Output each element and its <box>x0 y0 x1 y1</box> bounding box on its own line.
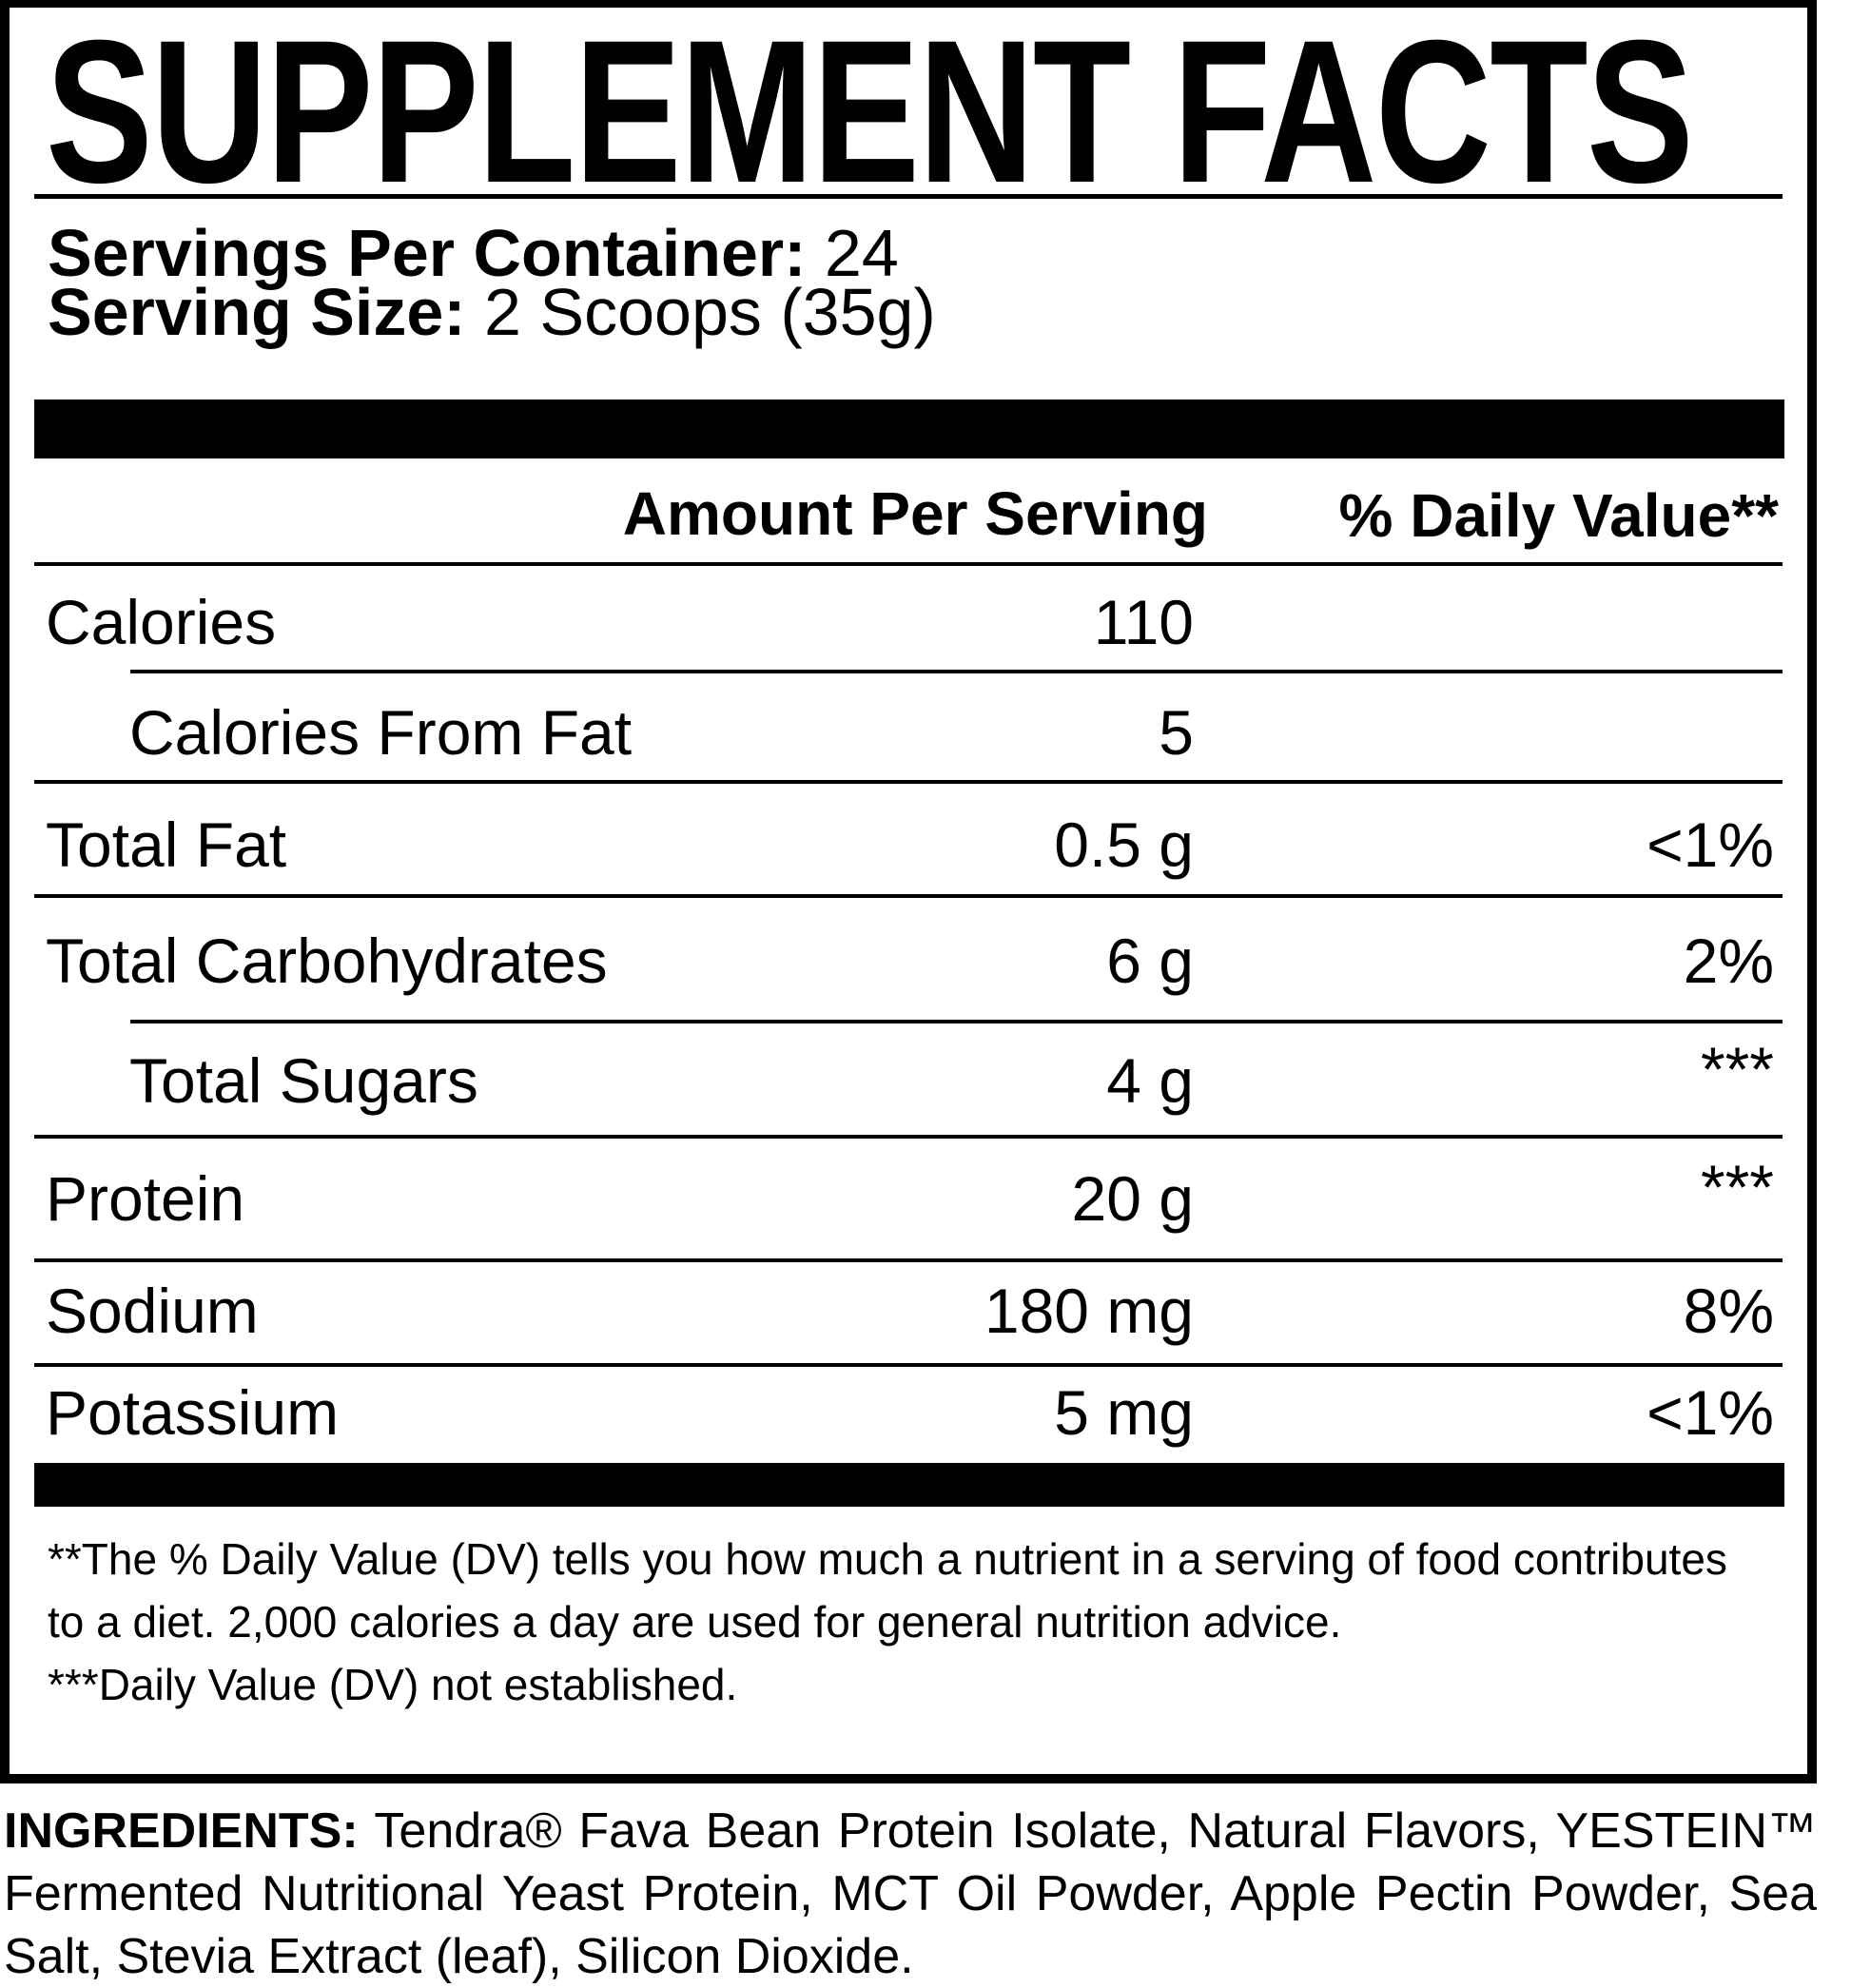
nutrient-row-calories-from-fat: Calories From Fat 5 <box>10 694 1807 770</box>
nutrient-amount: 180 mg <box>984 1276 1194 1346</box>
panel-title: SUPPLEMENT FACTS <box>46 0 1694 225</box>
nutrient-name: Total Sugars <box>129 1045 478 1116</box>
divider <box>34 894 1783 898</box>
nutrient-name: Potassium <box>46 1377 340 1448</box>
nutrient-name: Calories From Fat <box>129 697 633 768</box>
divider <box>34 1135 1783 1139</box>
nutrient-name: Sodium <box>46 1276 259 1346</box>
nutrient-amount: 5 <box>1159 697 1194 768</box>
nutrient-dv: <1% <box>1646 1377 1774 1448</box>
supplement-facts-panel: SUPPLEMENT FACTS Servings Per Container:… <box>0 0 1817 1783</box>
amount-header: Amount Per Serving <box>622 479 1208 548</box>
footnotes: **The % Daily Value (DV) tells you how m… <box>48 1528 1760 1716</box>
divider <box>130 1020 1783 1023</box>
ingredients: INGREDIENTS: Tendra® Fava Bean Protein I… <box>4 1800 1817 1988</box>
nutrient-row-sodium: Sodium 180 mg 8% <box>10 1273 1807 1349</box>
nutrient-dv: 2% <box>1683 926 1774 996</box>
thick-divider <box>34 1463 1784 1507</box>
nutrient-name: Calories <box>46 587 277 657</box>
nutrient-row-potassium: Potassium 5 mg <1% <box>10 1374 1807 1451</box>
divider <box>130 670 1783 673</box>
ingredients-text: Tendra® Fava Bean Protein Isolate, Natur… <box>4 1803 1817 1984</box>
serving-size-label: Serving Size: <box>48 275 466 349</box>
servings-value: 24 <box>824 216 899 290</box>
nutrient-name: Protein <box>46 1163 245 1234</box>
nutrient-row-total-carbohydrates: Total Carbohydrates 6 g 2% <box>10 923 1807 999</box>
divider <box>34 780 1783 784</box>
thick-divider <box>34 400 1784 458</box>
nutrient-amount: 4 g <box>1106 1045 1194 1116</box>
serving-size-value: 2 Scoops (35g) <box>484 275 936 349</box>
serving-size: Serving Size: 2 Scoops (35g) <box>48 274 936 350</box>
divider <box>34 1363 1783 1367</box>
footnote-daily-value: **The % Daily Value (DV) tells you how m… <box>48 1534 1727 1647</box>
divider <box>34 1258 1783 1262</box>
ingredients-label: INGREDIENTS: <box>4 1803 359 1859</box>
nutrient-row-total-sugars: Total Sugars 4 g *** <box>10 1034 1807 1119</box>
nutrient-amount: 0.5 g <box>1054 809 1194 880</box>
nutrient-dv: *** <box>1700 1152 1774 1222</box>
nutrient-amount: 20 g <box>1071 1163 1194 1234</box>
nutrient-amount: 110 <box>1093 587 1194 657</box>
nutrient-dv: 8% <box>1683 1276 1774 1346</box>
nutrient-row-total-fat: Total Fat 0.5 g <1% <box>10 807 1807 883</box>
nutrient-row-protein: Protein 20 g *** <box>10 1152 1807 1237</box>
servings-per-container: Servings Per Container: 24 <box>48 215 899 291</box>
divider <box>34 194 1783 199</box>
divider <box>34 562 1783 566</box>
footnote-not-established: ***Daily Value (DV) not established. <box>48 1660 738 1709</box>
dv-header: % Daily Value** <box>1338 481 1779 550</box>
nutrient-amount: 6 g <box>1106 926 1194 996</box>
servings-label: Servings Per Container: <box>48 216 807 290</box>
nutrient-dv: *** <box>1700 1034 1774 1104</box>
nutrient-dv: <1% <box>1646 809 1774 880</box>
nutrient-name: Total Carbohydrates <box>46 926 608 996</box>
nutrient-row-calories: Calories 110 <box>10 584 1807 660</box>
nutrient-name: Total Fat <box>46 809 287 880</box>
nutrient-amount: 5 mg <box>1054 1377 1194 1448</box>
